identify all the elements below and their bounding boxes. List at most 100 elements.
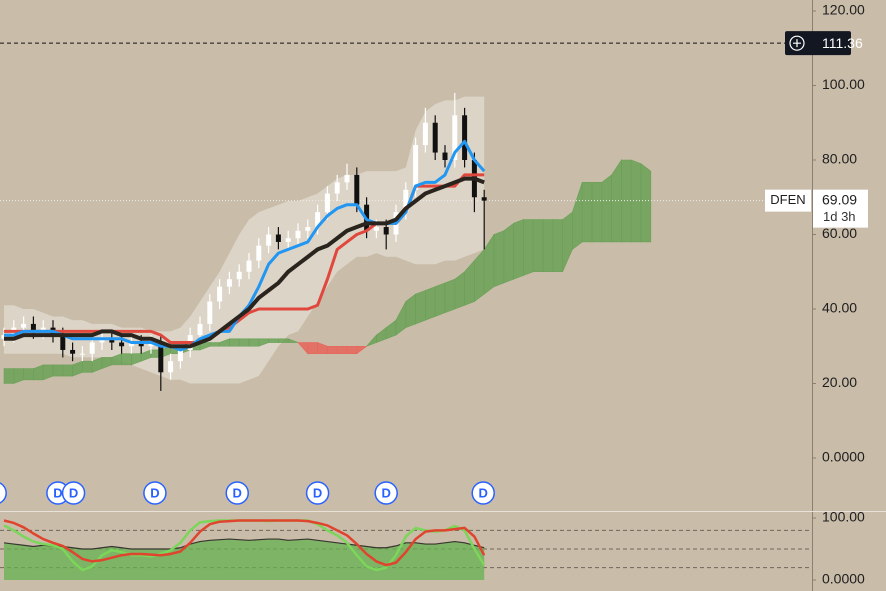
dividend-marker: D xyxy=(471,481,495,505)
candle-body xyxy=(315,212,321,228)
candle-body xyxy=(422,122,428,146)
oscillator-line xyxy=(3,538,485,550)
last-value-label: 69.09 xyxy=(822,191,857,207)
candle-body xyxy=(334,182,340,194)
y-tick-label: 100.00 xyxy=(822,509,865,525)
dividend-label: D xyxy=(382,485,391,500)
bollinger-band xyxy=(4,96,485,384)
candle-body xyxy=(70,349,76,354)
symbol-box xyxy=(765,189,811,212)
cloud-segment xyxy=(601,174,612,243)
candle-body xyxy=(217,286,223,302)
candle-body xyxy=(266,234,272,246)
cloud-segment xyxy=(621,159,632,243)
candle-body xyxy=(295,230,301,239)
cloud-segment xyxy=(209,342,220,347)
cloud-segment xyxy=(307,342,318,355)
candle-body xyxy=(207,301,213,324)
cloud-segment xyxy=(121,353,132,366)
candle-body xyxy=(324,193,330,213)
y-tick-label: 120.00 xyxy=(822,2,865,18)
candle-body xyxy=(30,323,36,332)
cloud-segment xyxy=(327,345,338,355)
cloud-segment xyxy=(523,219,534,276)
y-tick-label: 100.00 xyxy=(822,76,865,92)
candle-body xyxy=(177,349,183,362)
cloud-segment xyxy=(552,219,563,273)
add-icon xyxy=(789,35,805,51)
dividend-circle xyxy=(143,481,167,505)
candle-body xyxy=(168,361,174,373)
cloud-segment xyxy=(444,278,456,314)
candle-body xyxy=(40,327,46,332)
cloud-segment xyxy=(82,360,93,373)
candle-body xyxy=(442,152,448,160)
cloud-segment xyxy=(503,222,514,284)
candle-body xyxy=(119,342,125,347)
oscillator-line xyxy=(3,519,486,567)
cloud-segment xyxy=(278,338,289,343)
cloud-segment xyxy=(23,368,34,381)
dividend-marker: D xyxy=(143,481,167,505)
candle-body xyxy=(354,174,360,205)
candle-body xyxy=(128,342,134,347)
cloud-segment xyxy=(346,345,358,355)
candle-body xyxy=(275,234,281,242)
cloud-segment xyxy=(268,338,279,343)
y-tick-label: 20.00 xyxy=(822,374,857,390)
dividend-marker: D xyxy=(305,481,330,505)
candle-body xyxy=(403,189,409,213)
dividend-label: D xyxy=(233,485,242,500)
dividend-label: D xyxy=(150,485,159,500)
cloud-segment xyxy=(640,163,652,243)
candle-body xyxy=(158,342,164,373)
cloud-segment xyxy=(493,230,505,288)
cloud-segment xyxy=(248,338,260,347)
cloud-segment xyxy=(611,158,622,243)
cloud-segment xyxy=(62,364,73,377)
candle-body xyxy=(432,122,438,153)
y-tick-label: 0.0000 xyxy=(822,449,865,465)
dividend-label: D xyxy=(479,485,488,500)
cloud-segment xyxy=(434,282,446,317)
candle-body xyxy=(452,115,458,160)
candle-body xyxy=(462,115,468,160)
dividend-marker: D xyxy=(0,482,7,504)
cloud-segment xyxy=(238,338,250,347)
dividend-marker: D xyxy=(374,481,398,505)
candle-body xyxy=(344,174,350,183)
cloud-segment xyxy=(591,182,603,243)
dividend-circle xyxy=(0,482,7,504)
cloud-segment xyxy=(425,286,436,321)
candle-body xyxy=(373,227,379,231)
candle-body xyxy=(481,197,487,201)
cloud-segment xyxy=(542,219,554,273)
candle-body xyxy=(89,342,95,354)
candle-body xyxy=(21,323,27,328)
candle-body xyxy=(148,342,154,347)
candle-body xyxy=(197,323,203,336)
candle-body xyxy=(246,260,252,272)
price-axis: 0.0000 20.00 40.00 60.00 80.00 100.00 120.00 11… xyxy=(765,2,868,587)
candle-body xyxy=(236,271,242,280)
cloud-segment xyxy=(336,345,348,355)
y-tick-label: 0.0000 xyxy=(822,571,865,587)
candle-body xyxy=(256,245,262,261)
oscillator-area xyxy=(4,539,485,580)
dividend-circle xyxy=(225,481,249,505)
dividend-circle xyxy=(61,481,86,505)
dividend-marker: D xyxy=(61,481,86,505)
candle-body xyxy=(226,279,232,287)
crosshair-label: 111.36 xyxy=(822,35,863,51)
plot-area: DDDDDDDD xyxy=(0,42,812,580)
cloud-segment xyxy=(532,219,544,273)
candle-body xyxy=(109,338,115,343)
cloud-segment xyxy=(287,338,299,343)
last-value-box xyxy=(813,189,868,228)
dividend-label: D xyxy=(53,485,62,500)
cloud-segment xyxy=(581,182,593,243)
cloud-segment xyxy=(3,368,15,384)
candle-body xyxy=(99,338,105,343)
cloud-segment xyxy=(513,219,524,280)
